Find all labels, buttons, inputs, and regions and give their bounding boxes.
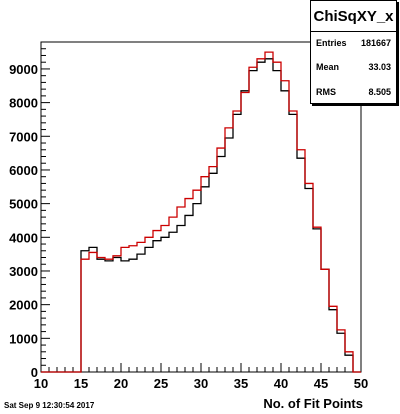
y-tick-label: 8000 (9, 96, 38, 111)
stats-mean-row: Mean 33.03 (316, 62, 391, 72)
entries-value: 181667 (360, 38, 391, 48)
y-tick-label: 0 (31, 365, 38, 380)
x-tick-label: 25 (154, 376, 168, 391)
x-tick-label: 15 (74, 376, 88, 391)
histogram-series-0 (41, 58, 361, 373)
x-axis-title: No. of Fit Points (263, 396, 363, 411)
y-tick-label: 9000 (9, 62, 38, 77)
stats-box: ChiSqXY_x Entries 181667 Mean 33.03 RMS … (310, 0, 397, 104)
x-tick-label: 45 (314, 376, 328, 391)
stats-title: ChiSqXY_x (311, 1, 396, 32)
stats-entries-row: Entries 181667 (316, 38, 391, 48)
mean-label: Mean (316, 62, 340, 72)
footer-date: Sat Sep 9 12:30:54 2017 (4, 401, 95, 410)
y-tick-label: 2000 (9, 298, 38, 313)
x-tick-label: 10 (34, 376, 48, 391)
stats-rms-row: RMS 8.505 (316, 87, 391, 97)
rms-label: RMS (316, 87, 336, 97)
x-tick-label: 35 (234, 376, 248, 391)
y-tick-label: 1000 (9, 331, 38, 346)
y-tick-label: 7000 (9, 129, 38, 144)
y-tick-label: 5000 (9, 197, 38, 212)
rms-value: 8.505 (368, 87, 391, 97)
entries-label: Entries (316, 38, 347, 48)
histogram-series-1 (41, 51, 361, 373)
x-tick-label: 50 (354, 376, 368, 391)
x-tick-label: 40 (274, 376, 288, 391)
y-tick-label: 6000 (9, 163, 38, 178)
y-tick-label: 3000 (9, 264, 38, 279)
x-tick-label: 30 (194, 376, 208, 391)
x-tick-label: 20 (114, 376, 128, 391)
mean-value: 33.03 (368, 62, 391, 72)
y-tick-label: 4000 (9, 230, 38, 245)
